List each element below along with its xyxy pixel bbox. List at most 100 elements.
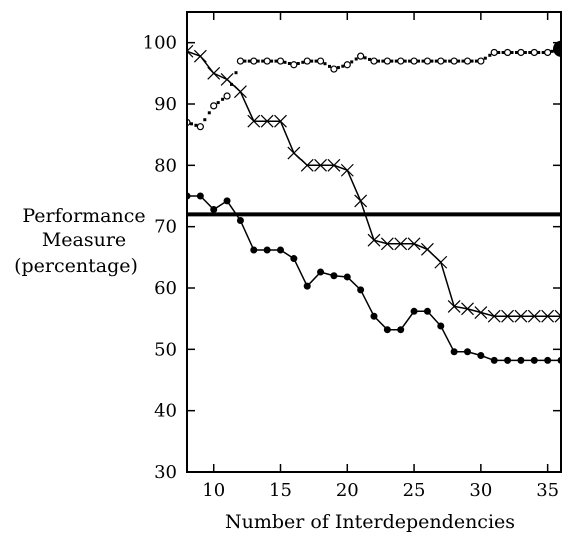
series-connector-dot	[350, 60, 354, 64]
data-point	[421, 242, 434, 256]
series-connector-dot	[247, 59, 251, 63]
series-connector-dot	[515, 51, 518, 54]
data-point	[450, 348, 458, 356]
data-point	[314, 158, 327, 172]
data-point	[503, 48, 512, 57]
series-connector-dot	[474, 59, 478, 63]
data-point	[463, 57, 472, 65]
data-point	[357, 286, 365, 294]
data-point	[330, 65, 338, 73]
data-point	[383, 57, 391, 65]
data-point	[187, 44, 194, 58]
data-point	[250, 246, 258, 254]
series-connector-dot	[394, 59, 398, 63]
data-point	[397, 57, 405, 65]
series-layer	[187, 40, 561, 364]
data-point	[316, 57, 325, 65]
series-connector-dot	[403, 59, 407, 63]
y-tick-label: 80	[154, 155, 177, 176]
data-point	[263, 57, 271, 65]
data-point	[210, 205, 218, 213]
data-point	[397, 326, 405, 334]
data-point	[367, 233, 381, 247]
data-point	[434, 255, 448, 269]
data-point	[330, 272, 338, 280]
data-point	[477, 57, 485, 65]
x-tick-label: 35	[536, 480, 559, 501]
series-connector-dot	[390, 59, 394, 63]
x-tick-label: 15	[269, 480, 292, 501]
series-connector-dot	[537, 51, 541, 54]
series-connector-dot	[457, 59, 461, 63]
data-point	[544, 48, 552, 57]
series-connector-dot	[216, 101, 220, 105]
x-tick-label: 25	[403, 480, 426, 501]
series-connector-dot	[443, 59, 447, 63]
series-connector-dot	[301, 60, 305, 64]
plot-frame	[186, 11, 562, 473]
series-connector-dot	[528, 51, 532, 54]
series-connector-dot	[261, 59, 265, 63]
data-point	[207, 66, 221, 80]
series-connector-dot	[323, 62, 327, 66]
x-axis-title: Number of Interdependencies	[225, 511, 515, 533]
x-tick-label: 10	[202, 480, 225, 501]
y-tick-label: 40	[154, 401, 177, 422]
series-connector-dot	[341, 64, 345, 68]
y-tick-label: 90	[154, 94, 177, 115]
series-connector-dot	[421, 59, 425, 63]
data-point	[236, 57, 245, 65]
data-point	[490, 356, 498, 364]
data-point	[274, 114, 287, 128]
series-connector-dot	[190, 122, 193, 126]
series-connector-dot	[274, 59, 278, 63]
series-connector-dot	[417, 59, 420, 63]
series-connector-dot	[207, 111, 211, 115]
data-point	[370, 57, 378, 65]
series-connector-dot	[448, 59, 452, 63]
y-tick-label: 70	[154, 217, 177, 238]
y-axis-title-line-1: Performance	[22, 205, 145, 227]
y-axis-title-line-2: Measure	[42, 229, 126, 251]
series-connector-dot	[256, 59, 260, 63]
data-point	[447, 299, 461, 313]
data-point	[260, 114, 274, 128]
y-axis-title-line-3: (percentage)	[14, 255, 138, 277]
data-point	[527, 309, 541, 323]
data-point	[236, 217, 244, 225]
series-0	[187, 40, 561, 131]
series-connector-dot	[381, 59, 385, 63]
data-point	[250, 57, 258, 65]
series-connector-dot	[296, 62, 300, 65]
data-point	[317, 268, 325, 276]
y-tick-label: 30	[154, 462, 177, 483]
data-point	[437, 322, 445, 330]
series-1	[187, 44, 561, 323]
data-point	[450, 57, 458, 65]
data-point	[437, 57, 445, 65]
data-point	[343, 61, 351, 69]
data-point	[247, 114, 261, 128]
data-point	[461, 302, 474, 316]
data-point	[290, 61, 298, 69]
data-point	[303, 282, 311, 290]
series-line	[187, 50, 561, 317]
data-point	[517, 356, 525, 364]
data-point	[530, 48, 538, 57]
data-point	[477, 351, 485, 359]
data-point	[423, 57, 432, 65]
data-point	[263, 246, 271, 254]
series-connector-dot	[203, 118, 207, 122]
series-connector-dot	[483, 56, 487, 60]
data-point	[277, 246, 284, 254]
series-connector-dot	[270, 59, 274, 63]
data-point	[223, 197, 231, 205]
series-connector-dot	[408, 59, 412, 63]
data-point	[340, 163, 354, 177]
series-connector-dot	[287, 62, 291, 65]
data-point	[196, 123, 204, 131]
data-point	[407, 237, 421, 251]
y-tick-label: 50	[154, 339, 177, 360]
series-connector-dot	[523, 51, 527, 54]
